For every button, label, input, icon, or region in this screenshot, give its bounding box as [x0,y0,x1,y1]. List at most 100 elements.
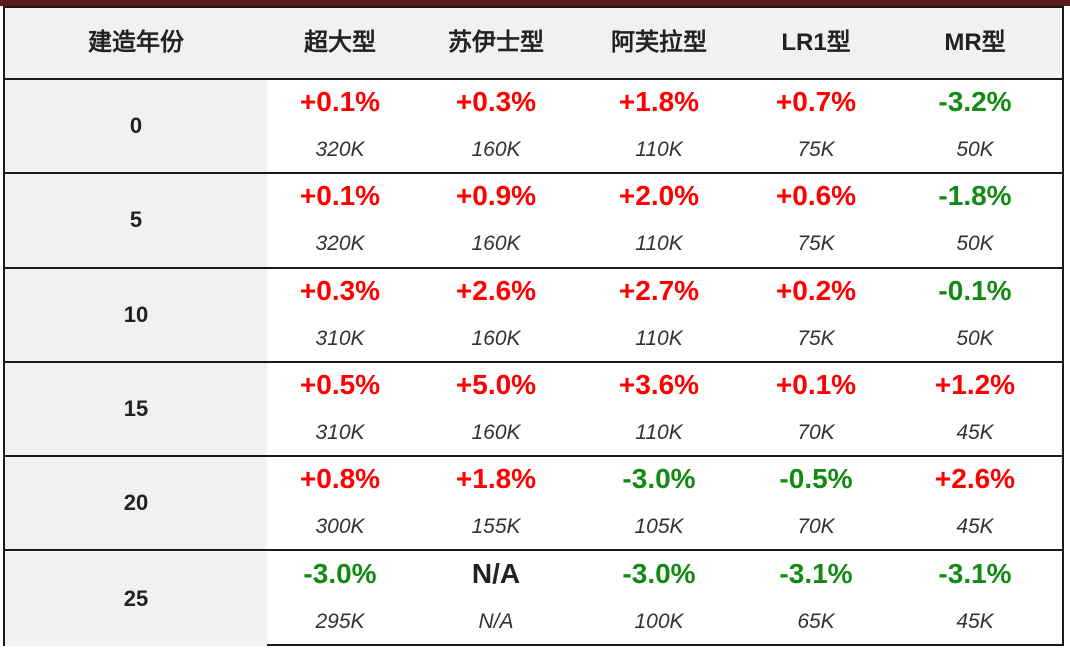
change-percent: +0.9% [455,180,537,212]
change-percent: +1.8% [455,463,537,495]
change-percent: -3.2% [938,86,1012,117]
data-table: 建造年份 超大型 苏伊士型 阿芙拉型 LR1型 MR型 0 +0.1% 320K +0… [3,6,1064,646]
price-value: 155K [471,515,521,539]
year-cell: 5 [5,174,267,267]
change-percent: +0.6% [775,180,857,212]
price-value: 70K [797,420,835,444]
price-value: 45K [956,609,994,633]
price-value: 160K [471,232,521,256]
data-cell: -3.1% 65K [743,552,889,646]
data-cell: -3.1% 45K [900,552,1050,646]
price-value: 45K [956,515,994,539]
data-cell: -0.5% 70K [743,457,889,549]
change-percent: +2.0% [618,180,700,212]
header-col-2: 苏伊士型 [448,29,544,56]
data-cell: +0.5% 310K [267,363,413,455]
price-value: 110K [635,326,683,350]
data-cell: -3.0% 105K [576,457,742,549]
table-row: 20 +0.8% 300K +1.8% 155K -3.0% 105K -0.5% 70K +2.… [5,457,1062,552]
data-cell: +5.0% 160K [416,363,576,455]
table-row: 10 +0.3% 310K +2.6% 160K +2.7% 110K +0.2% 75K -0.… [5,268,1062,363]
data-cell: N/A N/A [416,552,576,646]
data-cell: +0.7% 75K [743,80,889,172]
data-cell: -3.0% 295K [267,552,413,646]
price-value: 50K [956,326,994,350]
change-percent: N/A [471,557,521,589]
header-col-1: 超大型 [304,29,376,56]
price-value: 300K [315,515,365,539]
data-cell: +2.6% 160K [416,269,576,361]
change-percent: -3.1% [779,557,853,589]
data-cell: +2.0% 110K [576,174,742,266]
change-percent: +5.0% [455,368,537,400]
data-cell: +1.8% 155K [416,457,576,549]
year-cell: 10 [5,268,267,361]
price-value: 160K [471,326,521,350]
price-value: 110K [635,232,683,256]
price-value: 310K [315,420,365,444]
data-cell: +0.9% 160K [416,174,576,266]
change-percent: -0.5% [779,463,853,495]
top-border-bar [0,0,1070,6]
change-percent: +0.8% [299,463,381,495]
change-percent: +2.7% [618,274,700,306]
header-year: 建造年份 [88,29,184,56]
year-cell: 15 [5,362,267,456]
change-percent: +0.2% [775,274,857,306]
data-cell: +1.2% 45K [900,363,1050,455]
data-cell: +2.7% 110K [576,269,742,361]
price-value: 295K [315,609,365,633]
change-percent: -3.0% [303,557,377,589]
change-percent: +0.3% [299,274,381,306]
change-percent: -0.1% [938,274,1012,306]
table-header: 建造年份 超大型 苏伊士型 阿芙拉型 LR1型 MR型 [5,8,1062,80]
price-value: 70K [797,515,835,539]
header-col-5: MR型 [944,29,1006,56]
change-percent: -1.8% [938,180,1012,212]
price-value: 160K [471,138,521,161]
price-value: 320K [315,138,365,161]
data-cell: +0.1% 70K [743,363,889,455]
price-value: 75K [797,232,835,256]
change-percent: +0.1% [299,180,381,212]
change-percent: -3.0% [622,557,696,589]
data-cell: +1.8% 110K [576,80,742,172]
table-row: 15 +0.5% 310K +5.0% 160K +3.6% 110K +0.1% 70K +1.… [5,362,1062,458]
price-value: 320K [315,232,365,256]
change-percent: +1.8% [618,86,700,117]
data-cell: -1.8% 50K [900,174,1050,266]
change-percent: -3.1% [938,557,1012,589]
price-value: 105K [634,515,684,539]
change-percent: +0.3% [455,86,537,117]
data-cell: +0.1% 320K [267,174,413,266]
data-cell: +0.2% 75K [743,269,889,361]
price-value: N/A [478,609,514,633]
data-cell: +0.8% 300K [267,457,413,549]
table-row: 0 +0.1% 320K +0.3% 160K +1.8% 110K +0.7% 75K -3.2… [5,80,1062,175]
year-cell: 0 [5,80,267,173]
data-cell: +0.6% 75K [743,174,889,266]
price-value: 75K [797,138,835,161]
header-col-3: 阿芙拉型 [611,29,707,56]
data-cell: +2.6% 45K [900,457,1050,549]
change-percent: +2.6% [455,274,537,306]
data-cell: +0.3% 310K [267,269,413,361]
price-value: 50K [956,138,994,161]
year-cell: 25 [5,551,267,646]
data-cell: +0.1% 320K [267,80,413,172]
price-value: 160K [471,420,521,444]
change-percent: -3.0% [622,463,696,495]
change-percent: +1.2% [934,368,1016,400]
data-cell: -3.0% 100K [576,552,742,646]
data-cell: +0.3% 160K [416,80,576,172]
data-cell: +3.6% 110K [576,363,742,455]
price-value: 75K [797,326,835,350]
price-value: 110K [635,138,683,161]
change-percent: +0.7% [775,86,857,117]
change-percent: +3.6% [618,368,700,400]
change-percent: +2.6% [934,463,1016,495]
price-value: 50K [956,232,994,256]
change-percent: +0.1% [775,368,857,400]
table-row: 25 -3.0% 295K N/A N/A -3.0% 100K -3.1% 65K -3.1% 4… [5,551,1062,646]
price-value: 310K [315,326,365,350]
